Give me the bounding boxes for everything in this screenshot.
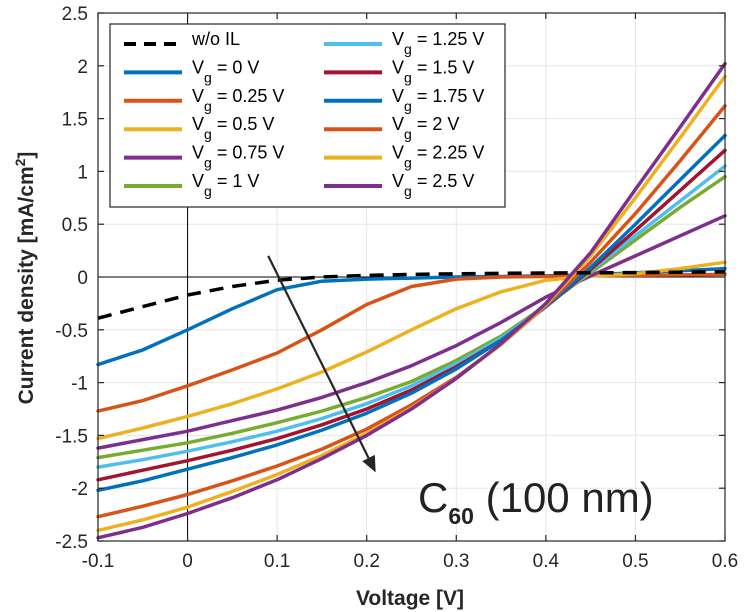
legend-label-5: Vg = 1 V <box>192 171 259 199</box>
legend-label-main-7: V <box>392 57 404 77</box>
legend-label-sub-6: g <box>404 41 412 57</box>
x-tick-label-5: 0.4 <box>533 551 560 572</box>
legend-label-sub-3: g <box>204 126 212 142</box>
legend-label-10: Vg = 2.25 V <box>392 143 484 171</box>
series-line-7 <box>96 148 727 482</box>
arrow-layer <box>267 255 376 473</box>
legend-label-main-6: V <box>392 29 404 49</box>
legend-label-sub-4: g <box>204 155 212 171</box>
axes-layer <box>97 12 726 542</box>
y-axis-title: Current density [mA/cm2] <box>12 152 38 405</box>
legend-label-main-5: V <box>192 171 204 191</box>
legend-label-6: Vg = 1.25 V <box>392 29 484 57</box>
y-tick-label-1: -2 <box>71 479 88 500</box>
annotation-main: C <box>418 474 448 521</box>
legend-label-rest-2: = 0.25 V <box>212 86 285 106</box>
y-axis-title-main: Current density [mA/cm <box>15 166 38 404</box>
y-tick-label-0: -2.5 <box>55 532 88 553</box>
legend-label-rest-9: = 2 V <box>412 114 460 134</box>
legend-label-7: Vg = 1.5 V <box>392 57 474 85</box>
x-axis-title: Voltage [V] <box>356 587 464 610</box>
annotation-sub: 60 <box>448 503 474 529</box>
legend-box <box>109 23 506 208</box>
x-tick-label-7: 0.6 <box>712 551 738 572</box>
legend-label-main-11: V <box>392 171 404 191</box>
y-tick-label-9: 2 <box>77 57 88 78</box>
y-tick-label-8: 1.5 <box>62 110 88 131</box>
x-tick-label-2: 0.1 <box>264 551 290 572</box>
legend-label-rest-1: = 0 V <box>212 57 260 77</box>
legend-label-rest-6: = 1.25 V <box>412 29 485 49</box>
x-tick-label-0: -0.1 <box>82 551 115 572</box>
x-tick-label-6: 0.5 <box>622 551 648 572</box>
y-tick-label-4: -0.5 <box>55 321 88 342</box>
legend-label-main-3: V <box>192 114 204 134</box>
legend-label-sub-1: g <box>204 69 212 85</box>
legend-label-sub-8: g <box>404 98 412 114</box>
series-layer <box>96 61 727 540</box>
legend-label-sub-10: g <box>404 155 412 171</box>
legend-label-main-9: V <box>392 114 404 134</box>
legend-label-main-2: V <box>192 86 204 106</box>
legend-label-rest-10: = 2.25 V <box>412 143 485 163</box>
legend-label-0: w/o IL <box>191 29 240 49</box>
legend-label-3: Vg = 0.5 V <box>192 114 274 142</box>
series-line-5 <box>96 174 727 460</box>
series-line-4 <box>96 214 727 450</box>
legend-label-8: Vg = 1.75 V <box>392 86 484 114</box>
legend-label-sub-2: g <box>204 98 212 114</box>
legend-label-sub-9: g <box>404 126 412 142</box>
legend-label-2: Vg = 0.25 V <box>192 86 284 114</box>
legend-label-rest-4: = 0.75 V <box>212 143 285 163</box>
y-tick-label-6: 0.5 <box>62 215 88 236</box>
y-tick-label-2: -1.5 <box>55 426 88 447</box>
trend-arrow-shaft <box>267 255 370 459</box>
legend-label-main-10: V <box>392 143 404 163</box>
legend-label-1: Vg = 0 V <box>192 57 259 85</box>
legend-label-main-4: V <box>192 143 204 163</box>
trend-arrow-head <box>362 454 376 473</box>
y-tick-label-7: 1 <box>77 162 88 183</box>
legend-label-rest-5: = 1 V <box>212 171 260 191</box>
legend-label-main-0: w/o IL <box>191 29 240 49</box>
legend-label-4: Vg = 0.75 V <box>192 143 284 171</box>
legend-label-main-1: V <box>192 57 204 77</box>
y-tick-label-10: 2.5 <box>62 4 88 25</box>
series-line-9 <box>96 104 727 519</box>
legend-label-sub-5: g <box>204 183 212 199</box>
legend-label-11: Vg = 2.5 V <box>392 171 474 199</box>
annotation-c60: C60 (100 nm) <box>418 474 654 529</box>
y-tick-label-5: 0 <box>77 268 88 289</box>
series-line-11 <box>96 61 727 540</box>
series-line-6 <box>96 164 727 469</box>
legend-label-rest-11: = 2.5 V <box>412 171 475 191</box>
x-tick-label-4: 0.3 <box>443 551 469 572</box>
legend-label-rest-3: = 0.5 V <box>212 114 275 134</box>
x-tick-label-1: 0 <box>182 551 193 572</box>
x-tick-label-3: 0.2 <box>354 551 380 572</box>
legend-label-rest-7: = 1.5 V <box>412 57 475 77</box>
y-axis-title-sup: 2 <box>12 158 28 166</box>
y-axis-title-end: ] <box>15 152 38 159</box>
legend-label-sub-11: g <box>404 183 412 199</box>
annotation-rest: (100 nm) <box>474 474 654 521</box>
legend-label-9: Vg = 2 V <box>392 114 459 142</box>
legend-label-sub-7: g <box>404 69 412 85</box>
tick-label-layer: -0.1 0 0.1 0.2 0.3 0.4 0.5 0.6 -2.5 -2 -1.5 -1 -0.5 0… <box>55 4 738 572</box>
series-line-8 <box>96 133 727 493</box>
legend-label-main-8: V <box>392 86 404 106</box>
series-line-3 <box>96 260 727 441</box>
legend-label-rest-8: = 1.75 V <box>412 86 485 106</box>
y-tick-label-3: -1 <box>71 374 88 395</box>
